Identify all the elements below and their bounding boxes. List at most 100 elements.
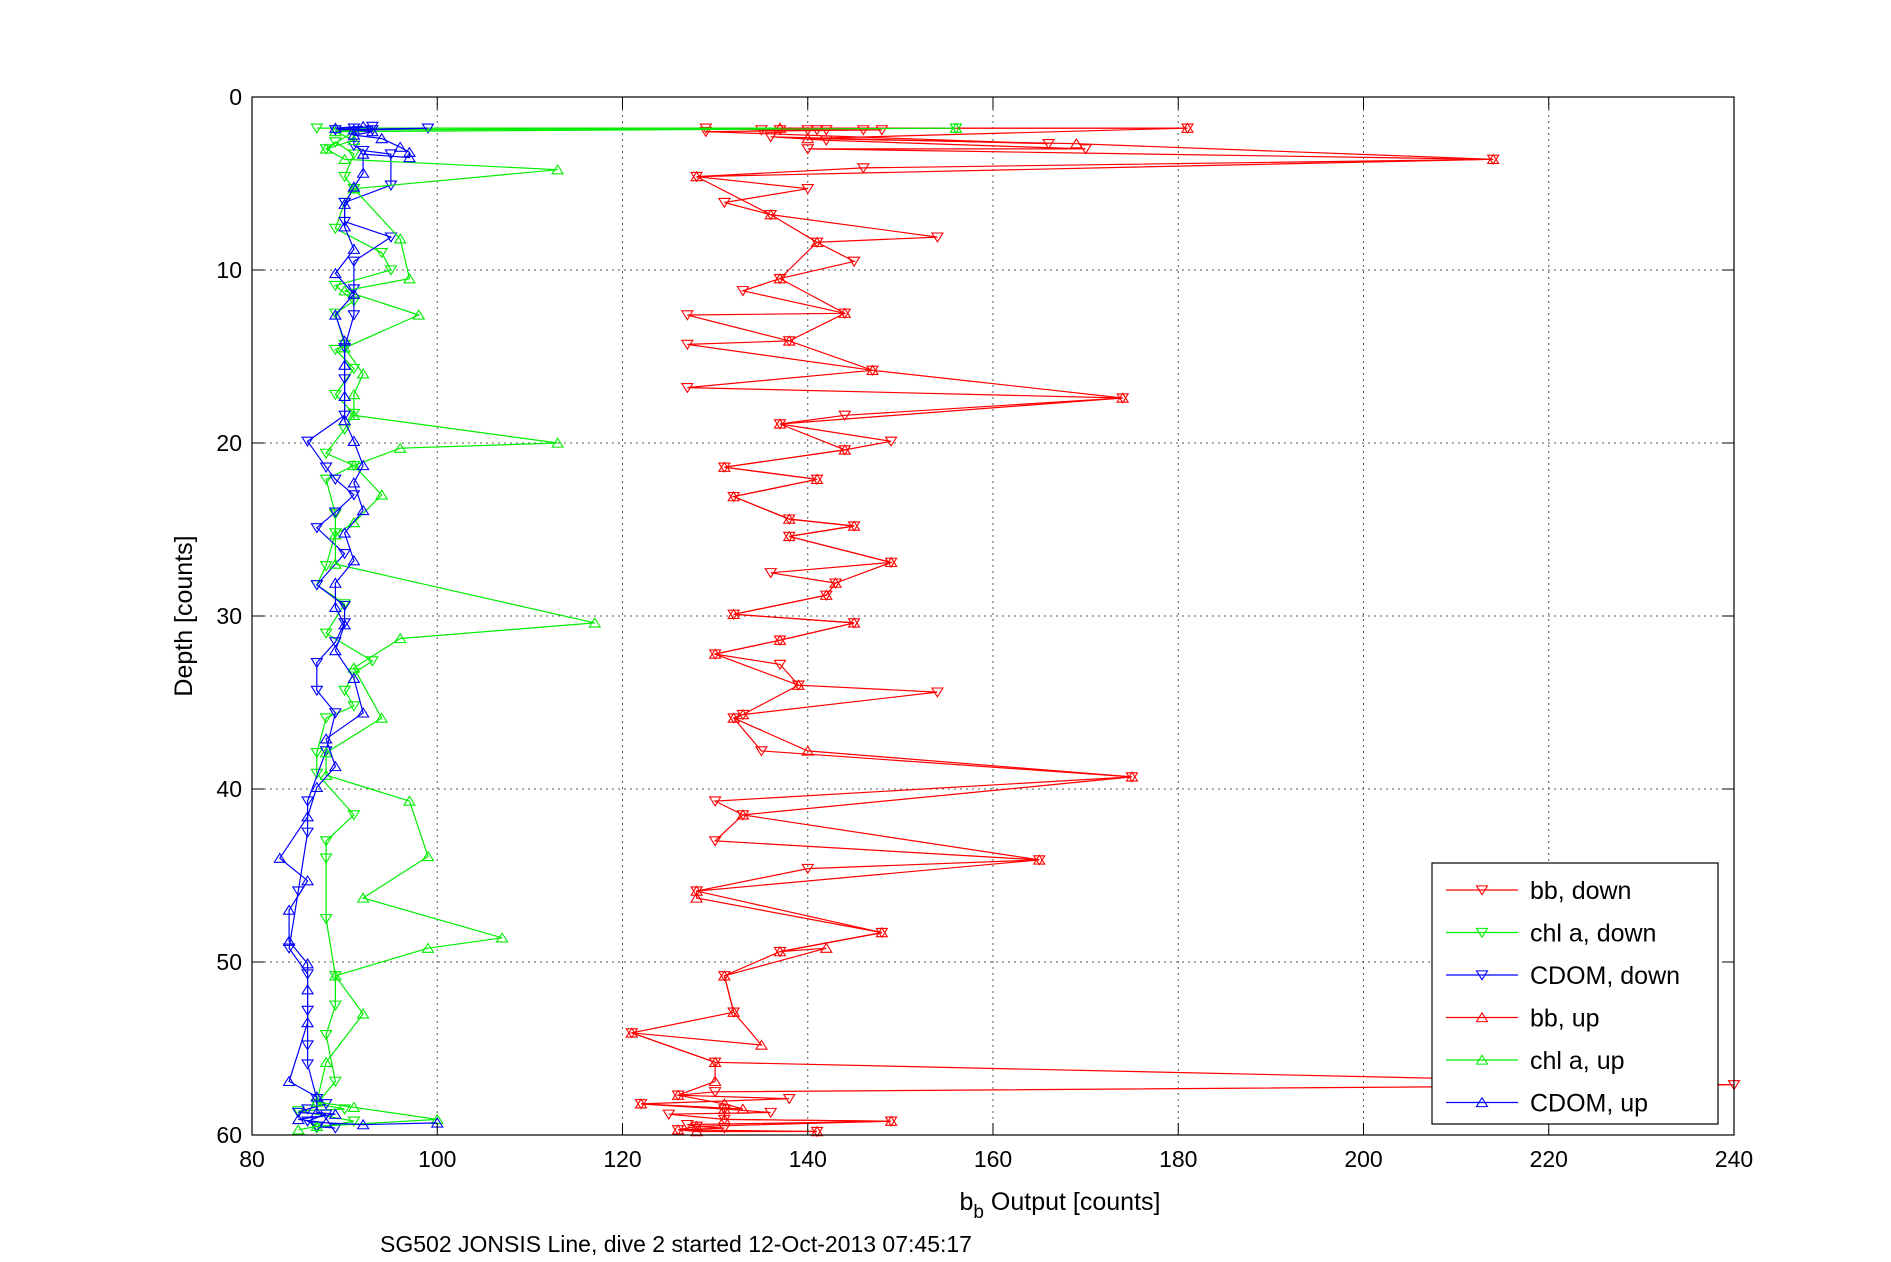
- data-point: [356, 148, 370, 159]
- data-point: [301, 436, 315, 447]
- data-point: [412, 309, 426, 320]
- data-point: [338, 221, 352, 232]
- data-point: [338, 685, 352, 697]
- data-point: [347, 256, 361, 268]
- data-point: [338, 1104, 352, 1115]
- data-point: [328, 125, 342, 137]
- data-point: [328, 125, 342, 136]
- data-point: [727, 490, 741, 502]
- data-point: [310, 1123, 324, 1134]
- legend-entry: bb, down: [1446, 877, 1631, 905]
- series-line: [631, 127, 1494, 1133]
- data-point: [328, 267, 342, 279]
- y-tick-label: 20: [216, 430, 242, 456]
- data-point: [347, 701, 361, 712]
- data-point: [319, 733, 333, 744]
- data-point: [338, 600, 352, 612]
- series-2: [282, 121, 435, 1134]
- data-point: [1079, 144, 1093, 155]
- data-point: [347, 662, 361, 673]
- data-point: [699, 126, 713, 138]
- data-point: [328, 558, 342, 569]
- data-point: [810, 1125, 824, 1137]
- data-point: [347, 554, 361, 566]
- data-point: [319, 713, 333, 724]
- data-point: [328, 970, 342, 981]
- data-point: [338, 285, 352, 296]
- data-point: [356, 1118, 370, 1130]
- data-point: [764, 1107, 778, 1119]
- x-tick-label: 180: [1159, 1146, 1197, 1172]
- data-point: [347, 134, 361, 145]
- data-point: [291, 1113, 305, 1125]
- data-point: [319, 914, 333, 925]
- data-point: [727, 608, 741, 619]
- data-point: [717, 461, 731, 472]
- data-point: [551, 163, 565, 175]
- data-point: [347, 435, 361, 446]
- data-point: [856, 125, 870, 136]
- data-point: [347, 182, 361, 194]
- data-point: [301, 810, 315, 822]
- data-point: [375, 132, 389, 144]
- data-point: [319, 1117, 333, 1128]
- data-point: [930, 232, 944, 243]
- x-axis-label-subscript: b: [973, 1202, 984, 1223]
- data-point: [421, 123, 435, 134]
- data-point: [347, 409, 361, 420]
- data-point: [402, 146, 416, 158]
- data-point: [384, 265, 398, 276]
- data-point: [301, 1016, 315, 1028]
- data-point: [717, 970, 731, 981]
- data-point: [347, 129, 361, 140]
- data-point: [328, 528, 342, 540]
- data-point: [328, 1108, 342, 1119]
- data-point: [402, 151, 416, 163]
- data-point: [301, 874, 315, 886]
- legend-entry: bb, up: [1446, 1005, 1600, 1033]
- data-point: [310, 123, 324, 134]
- data-point: [328, 1076, 342, 1088]
- data-point: [347, 1116, 361, 1127]
- data-point: [301, 958, 315, 969]
- data-point: [838, 410, 852, 422]
- data-point: [671, 1124, 685, 1135]
- data-point: [384, 232, 398, 243]
- data-point: [801, 144, 815, 155]
- legend-entry: chl a, down: [1446, 920, 1656, 948]
- data-point: [708, 796, 722, 807]
- data-point: [328, 760, 342, 772]
- data-point: [856, 163, 870, 174]
- data-point: [375, 489, 389, 500]
- data-point: [328, 389, 342, 401]
- data-point: [319, 746, 333, 758]
- data-point: [875, 926, 889, 938]
- data-point: [338, 359, 352, 370]
- data-point: [773, 125, 787, 136]
- legend: bb, down chl a, down CDOM, down bb, up chl a…: [1431, 862, 1719, 1125]
- data-point: [356, 459, 370, 471]
- series-line: [298, 127, 956, 1131]
- legend-label: chl a, down: [1530, 920, 1656, 948]
- data-point: [717, 197, 731, 209]
- data-point: [319, 1056, 333, 1068]
- data-point: [791, 679, 805, 690]
- x-tick-label: 100: [418, 1146, 456, 1172]
- data-point: [347, 140, 361, 152]
- data-point: [319, 143, 333, 154]
- data-point: [328, 308, 342, 319]
- data-point: [764, 568, 778, 579]
- data-point: [328, 577, 342, 588]
- data-point: [347, 672, 361, 683]
- data-point: [347, 516, 361, 528]
- legend-label: CDOM, up: [1530, 1090, 1648, 1118]
- data-point: [301, 827, 315, 838]
- data-point: [1486, 153, 1500, 164]
- data-point: [338, 414, 352, 426]
- data-point: [338, 198, 352, 209]
- legend-marker: [1475, 1096, 1489, 1108]
- data-point: [347, 490, 361, 501]
- data-point: [708, 648, 722, 659]
- data-point: [347, 181, 361, 192]
